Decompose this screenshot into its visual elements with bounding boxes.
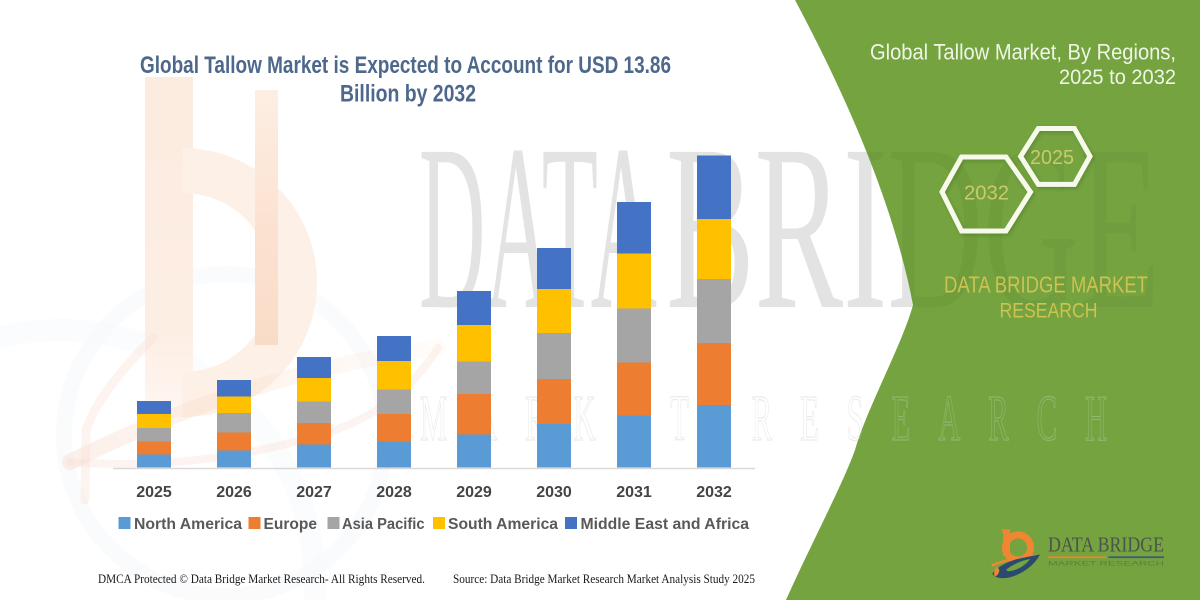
- svg-text:RESEARCH: RESEARCH: [1000, 299, 1098, 323]
- svg-text:2025: 2025: [136, 484, 172, 501]
- svg-text:South America: South America: [448, 516, 558, 533]
- svg-text:North America: North America: [134, 516, 242, 533]
- svg-text:DMCA Protected © Data Bridge M: DMCA Protected © Data Bridge Market Rese…: [98, 572, 425, 586]
- svg-text:Billion by 2032: Billion by 2032: [340, 81, 476, 108]
- svg-text:2032: 2032: [964, 182, 1009, 205]
- svg-text:2027: 2027: [296, 484, 332, 501]
- svg-text:2025: 2025: [1030, 146, 1074, 169]
- svg-text:MARKET RESEARCH: MARKET RESEARCH: [420, 382, 1135, 455]
- svg-text:Global Tallow Market is Expect: Global Tallow Market is Expected to Acco…: [140, 52, 671, 79]
- svg-text:Asia Pacific: Asia Pacific: [342, 516, 425, 533]
- svg-text:2029: 2029: [456, 484, 492, 501]
- svg-text:Europe: Europe: [264, 516, 318, 533]
- svg-text:Source: Data Bridge Market Res: Source: Data Bridge Market Research Mark…: [453, 572, 755, 586]
- svg-text:2031: 2031: [616, 484, 652, 501]
- svg-text:Global Tallow Market, By Regio: Global Tallow Market, By Regions,: [870, 40, 1176, 65]
- svg-text:2032: 2032: [696, 484, 732, 501]
- svg-text:2025 to 2032: 2025 to 2032: [1059, 65, 1176, 89]
- svg-text:Middle East and Africa: Middle East and Africa: [581, 516, 750, 533]
- svg-text:DATA BRIDGE MARKET: DATA BRIDGE MARKET: [944, 272, 1148, 298]
- svg-text:2026: 2026: [216, 484, 252, 501]
- svg-text:2028: 2028: [376, 484, 412, 501]
- svg-text:DATA BRIDGE: DATA BRIDGE: [1048, 533, 1164, 557]
- svg-text:MARKET RESEARCH: MARKET RESEARCH: [1048, 561, 1164, 568]
- svg-text:2030: 2030: [536, 484, 572, 501]
